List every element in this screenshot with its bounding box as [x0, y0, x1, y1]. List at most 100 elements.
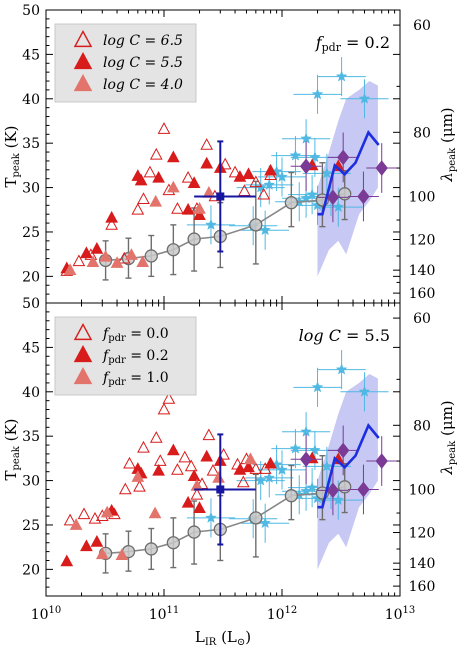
- star-marker: [309, 444, 321, 456]
- open-triangle-point: [162, 392, 176, 404]
- x-tick-exponent: 12: [285, 605, 298, 616]
- x-tick-exponent: 11: [167, 605, 180, 616]
- filled-triangle-point: [105, 210, 118, 223]
- x-tick-label: 1010: [31, 605, 62, 623]
- star-marker: [311, 88, 324, 100]
- star-marker: [263, 178, 276, 190]
- filled-triangle-point: [244, 452, 257, 465]
- open-triangle-point: [206, 463, 220, 476]
- legend: log C = 6.5 log C = 5.5 log C = 4.0: [54, 23, 197, 103]
- panel-annotation: fpdr = 0.2: [315, 33, 390, 54]
- legend-label-rest: = 0.0: [126, 326, 169, 342]
- open-triangle-point: [143, 165, 157, 178]
- model-median-line: [317, 130, 380, 216]
- open-triangle-point: [123, 456, 136, 469]
- legend-marker: [73, 74, 93, 92]
- open-triangle-point: [257, 187, 271, 200]
- annotation-rest: = 5.5: [341, 326, 390, 345]
- open-triangle-point: [238, 184, 251, 196]
- annotation-sub: pdr: [322, 41, 342, 54]
- star-marker: [300, 425, 312, 437]
- legend-label-main: f: [102, 348, 111, 364]
- filled-triangle-point: [152, 463, 165, 476]
- y2-tick-label: 120: [409, 526, 436, 542]
- mean-point: [338, 187, 352, 201]
- star-marker: [306, 188, 319, 200]
- diamond-marker: [337, 149, 350, 166]
- mean-trend-line: [105, 486, 345, 555]
- diamond-marker: [357, 188, 370, 205]
- diamond-marker: [357, 481, 370, 498]
- filled-triangle-point: [181, 202, 195, 215]
- mean-point: [166, 536, 180, 550]
- x-tick-exponent: 13: [403, 605, 416, 616]
- open-triangle-point: [157, 402, 171, 415]
- y2-tick-label: 100: [409, 483, 436, 499]
- y2-tick-label: 80: [413, 418, 431, 434]
- y2-axis-label: λpeak (μm): [438, 107, 458, 182]
- star-marker: [205, 218, 217, 230]
- filled-triangle-point: [80, 539, 93, 552]
- y-tick-label: 35: [22, 136, 40, 152]
- open-triangle-point: [249, 462, 263, 474]
- filled-triangle-point: [60, 554, 74, 567]
- y-tick-label: 50: [22, 3, 40, 19]
- y-tick-label: 30: [22, 181, 40, 197]
- plot-area: [60, 57, 398, 281]
- open-triangle-point: [131, 202, 145, 215]
- y-label-unit: (K): [2, 125, 20, 153]
- filled-triangle-point: [166, 443, 180, 456]
- mean-point: [187, 232, 201, 246]
- x-label-close: ): [245, 628, 251, 646]
- open-triangle-point: [249, 175, 263, 188]
- mean-point: [187, 525, 201, 539]
- top-panel: 20 25 30 35 40 45 50 60 80 100 120 140 160 Tpeak (K) λ…: [2, 3, 458, 304]
- legend-label-sub: pdr: [108, 355, 126, 366]
- filled-triangle-point: [136, 255, 150, 268]
- x-tick-label: 1011: [149, 605, 180, 623]
- x-tick-label: 1012: [267, 605, 298, 623]
- x-label-sub: IR: [205, 637, 217, 648]
- diamond-marker: [375, 160, 388, 176]
- legend-label: fpdr = 0.0: [102, 326, 169, 344]
- mean-point: [144, 542, 158, 556]
- star-marker: [289, 149, 302, 161]
- square-marker: [216, 485, 225, 494]
- legend-label: fpdr = 1.0: [102, 370, 169, 388]
- filled-triangle-point: [212, 471, 225, 483]
- star-marker: [276, 170, 288, 182]
- filled-triangle-point: [80, 246, 93, 259]
- filled-triangle-point: [193, 501, 206, 513]
- filled-triangle-point: [90, 241, 104, 254]
- filled-triangle-point: [264, 163, 277, 176]
- mean-point: [338, 480, 352, 494]
- legend-label-rest: = 1.0: [126, 370, 169, 386]
- diamond-marker: [326, 482, 340, 499]
- y-axis-label: Tpeak (K): [2, 125, 22, 187]
- y2-axis-label: λpeak (μm): [438, 400, 458, 475]
- legend-marker: [73, 323, 93, 341]
- star-marker: [332, 493, 345, 506]
- y2-label-sub: peak: [447, 440, 458, 465]
- filled-triangle-point: [99, 249, 112, 262]
- x-axis-label: LIR (L⊙): [195, 628, 251, 648]
- panel-frame: [45, 302, 401, 597]
- star-marker: [335, 363, 348, 375]
- filled-triangle-point: [187, 469, 201, 481]
- y2-label-unit: (μm): [438, 400, 456, 440]
- annotation-rest: = 0.2: [341, 33, 390, 52]
- open-triangle-point: [171, 463, 184, 475]
- star-marker: [254, 474, 267, 486]
- open-triangle-point: [77, 507, 91, 520]
- mean-point: [144, 249, 158, 263]
- open-triangle-point: [137, 192, 150, 204]
- y-tick-label: 35: [22, 429, 40, 445]
- legend-label-main: f: [102, 370, 111, 386]
- y-tick-label: 50: [22, 296, 40, 312]
- legend-marker: [73, 345, 93, 363]
- diamond-marker: [337, 442, 350, 459]
- open-triangle-point: [228, 165, 242, 178]
- filled-triangle-point: [149, 194, 163, 207]
- y2-tick-label: 80: [413, 125, 431, 141]
